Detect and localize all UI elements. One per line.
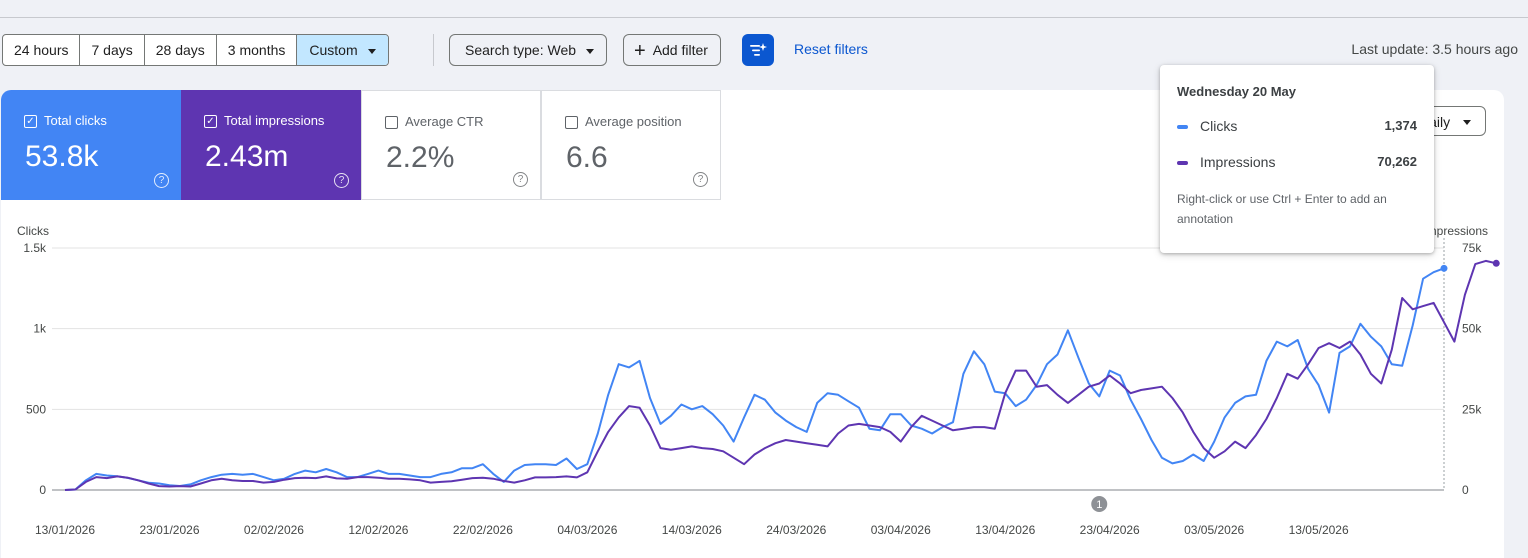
impressions-legend-swatch <box>1177 161 1188 166</box>
metric-label: Total clicks <box>44 113 107 128</box>
x-tick-label: 13/01/2026 <box>35 523 95 537</box>
annotation-marker <box>1091 496 1108 512</box>
range-24-hours[interactable]: 24 hours <box>3 35 81 65</box>
tooltip-impressions-row: Impressions 70,262 <box>1177 154 1417 170</box>
x-tick-label: 04/03/2026 <box>557 523 617 537</box>
y-left-tick-label: 1.5k <box>23 241 47 255</box>
metric-label: Average CTR <box>405 114 484 129</box>
x-tick-label: 23/04/2026 <box>1080 523 1140 537</box>
tooltip-clicks-row: Clicks 1,374 <box>1177 118 1417 134</box>
metric-label: Average position <box>585 114 682 129</box>
x-tick-label: 14/03/2026 <box>662 523 722 537</box>
x-tick-label: 13/04/2026 <box>975 523 1035 537</box>
range-3-months[interactable]: 3 months <box>217 35 298 65</box>
tooltip-impressions-label: Impressions <box>1200 154 1276 170</box>
x-tick-label: 02/02/2026 <box>244 523 304 537</box>
impressions-hover-point <box>1492 259 1500 267</box>
y-right-tick-label: 75k <box>1462 241 1482 255</box>
metric-value: 53.8k <box>25 140 99 173</box>
help-icon[interactable]: ? <box>513 172 528 187</box>
metric-label: Total impressions <box>224 113 325 128</box>
x-tick-label: 12/02/2026 <box>348 523 408 537</box>
checkbox-checked-icon[interactable]: ✓ <box>24 115 37 128</box>
tooltip-clicks-value: 1,374 <box>1384 118 1417 133</box>
y-left-tick-label: 1k <box>33 322 47 336</box>
y-right-tick-label: 25k <box>1462 402 1482 416</box>
x-tick-label: 13/05/2026 <box>1289 523 1349 537</box>
chart-tooltip: Wednesday 20 May Clicks 1,374 Impression… <box>1160 65 1434 253</box>
metric-value: 2.2% <box>386 141 455 174</box>
metric-value: 2.43m <box>205 140 289 173</box>
checkbox-unchecked-icon[interactable] <box>565 116 578 129</box>
x-tick-label: 22/02/2026 <box>453 523 513 537</box>
range-28-days[interactable]: 28 days <box>145 35 217 65</box>
metric-total-clicks[interactable]: ✓ Total clicks 53.8k ? <box>1 90 181 200</box>
clicks-hover-point <box>1440 264 1448 272</box>
x-tick-label: 24/03/2026 <box>766 523 826 537</box>
help-icon[interactable]: ? <box>334 173 349 188</box>
chevron-down-icon <box>586 48 595 54</box>
tooltip-clicks-label: Clicks <box>1200 118 1238 134</box>
y-right-axis-title: Impressions <box>1423 224 1488 238</box>
clicks-series-line <box>64 267 1445 491</box>
annotation-marker-label: 1 <box>1096 499 1102 511</box>
metric-total-impressions[interactable]: ✓ Total impressions 2.43m ? <box>181 90 361 200</box>
checkbox-checked-icon[interactable]: ✓ <box>204 115 217 128</box>
y-right-tick-label: 50k <box>1462 322 1482 336</box>
help-icon[interactable]: ? <box>154 173 169 188</box>
add-filter-label: Add filter <box>652 42 708 58</box>
last-update-text: Last update: 3.5 hours ago <box>1351 41 1518 57</box>
range-custom[interactable]: Custom <box>297 35 388 65</box>
filter-settings-button[interactable] <box>742 34 774 66</box>
metric-average-ctr[interactable]: Average CTR 2.2% ? <box>361 90 541 200</box>
x-tick-label: 03/05/2026 <box>1184 523 1244 537</box>
x-tick-label: 23/01/2026 <box>139 523 199 537</box>
help-icon[interactable]: ? <box>693 172 708 187</box>
metric-average-position[interactable]: Average position 6.6 ? <box>541 90 721 200</box>
range-custom-label: Custom <box>309 42 358 58</box>
plus-icon: + <box>634 40 646 62</box>
search-type-label: Search type: Web <box>465 42 577 58</box>
clicks-legend-swatch <box>1177 125 1188 130</box>
chevron-down-icon <box>367 48 376 54</box>
y-left-tick-label: 0 <box>39 483 46 497</box>
checkbox-unchecked-icon[interactable] <box>385 116 398 129</box>
impressions-series-line <box>64 259 1497 491</box>
y-left-axis-title: Clicks <box>17 224 49 238</box>
add-filter-button[interactable]: + Add filter <box>623 34 721 66</box>
toolbar-divider <box>433 34 434 66</box>
x-tick-label: 03/04/2026 <box>871 523 931 537</box>
y-left-tick-label: 500 <box>26 402 46 416</box>
chevron-down-icon <box>1463 120 1471 125</box>
date-range-selector: 24 hours 7 days 28 days 3 months Custom <box>2 34 389 66</box>
filter-sparkle-icon <box>750 43 767 56</box>
reset-filters-link[interactable]: Reset filters <box>794 41 868 57</box>
tooltip-impressions-value: 70,262 <box>1377 154 1417 169</box>
tooltip-date: Wednesday 20 May <box>1177 84 1296 99</box>
top-divider <box>0 17 1528 18</box>
range-7-days[interactable]: 7 days <box>80 35 145 65</box>
metric-value: 6.6 <box>566 141 608 174</box>
y-right-tick-label: 0 <box>1462 483 1469 497</box>
search-type-dropdown[interactable]: Search type: Web <box>449 34 608 66</box>
tooltip-hint: Right-click or use Ctrl + Enter to add a… <box>1177 192 1387 226</box>
